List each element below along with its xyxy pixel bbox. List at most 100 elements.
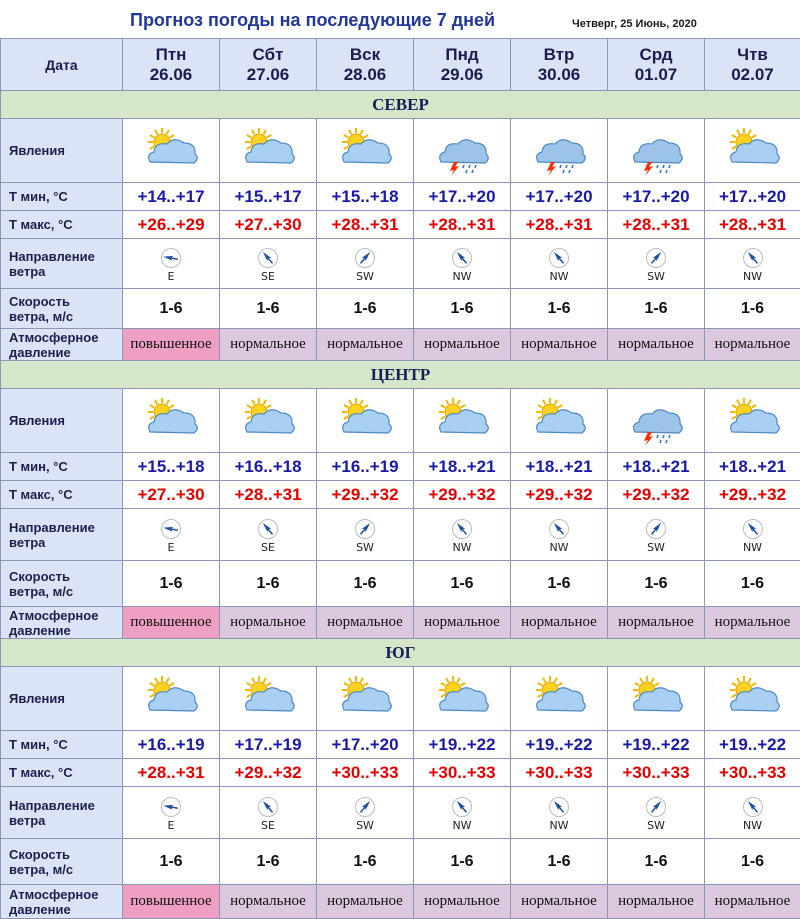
pressure-value: нормальное <box>511 607 608 639</box>
pressure-value: нормальное <box>220 607 317 639</box>
weather-icon-cell <box>608 389 705 453</box>
pressure-value: нормальное <box>608 885 705 919</box>
partly-cloudy-icon <box>625 674 687 724</box>
wind-direction-cell: E <box>123 787 220 839</box>
wind-arrow-icon <box>160 518 182 540</box>
wind-direction-text: SW <box>317 541 413 554</box>
wind-speed-value: 1-6 <box>123 561 220 607</box>
wind-direction-cell: NW <box>511 509 608 561</box>
wind-direction-cell: NW <box>414 239 511 289</box>
partly-cloudy-icon <box>140 126 202 176</box>
tmax-value: +28..+31 <box>317 211 414 239</box>
region-name: ЮГ <box>1 639 800 667</box>
tmin-row: Т мин, °С+14..+17+15..+17+15..+18+17..+2… <box>1 183 800 211</box>
tmin-value: +17..+20 <box>608 183 705 211</box>
tmin-value: +14..+17 <box>123 183 220 211</box>
partly-cloudy-icon <box>140 674 202 724</box>
row-label-text: Явления <box>9 143 122 158</box>
tmax-label: Т макс, °С <box>1 759 123 787</box>
partly-cloudy-icon <box>334 396 396 446</box>
tmax-label: Т макс, °С <box>1 481 123 509</box>
wind-direction-cell: NW <box>511 239 608 289</box>
row-label-text: Направление <box>9 798 122 813</box>
pressure-value: нормальное <box>608 607 705 639</box>
wind-direction-text: NW <box>511 819 607 832</box>
pressure-value: нормальное <box>705 329 800 361</box>
wind-arrow-icon <box>742 518 764 540</box>
tmin-value: +17..+20 <box>705 183 800 211</box>
pressure-value: нормальное <box>317 329 414 361</box>
wind-arrow-icon <box>160 247 182 269</box>
tmin-value: +16..+19 <box>123 731 220 759</box>
partly-cloudy-icon <box>722 396 784 446</box>
weather-icon-cell <box>511 667 608 731</box>
tmin-value: +17..+20 <box>317 731 414 759</box>
wind-speed-value: 1-6 <box>511 839 608 885</box>
day-date: 01.07 <box>608 65 704 85</box>
phenomena-label: Явления <box>1 389 123 453</box>
tmax-value: +30..+33 <box>317 759 414 787</box>
wind-direction-cell: SW <box>608 509 705 561</box>
wind-direction-text: NW <box>511 270 607 283</box>
partly-cloudy-icon <box>431 396 493 446</box>
weather-icon-cell <box>608 119 705 183</box>
pressure-value: нормальное <box>511 885 608 919</box>
partly-cloudy-icon <box>237 674 299 724</box>
wind-speed-value: 1-6 <box>220 289 317 329</box>
pressure-value: нормальное <box>220 329 317 361</box>
partly-cloudy-icon <box>528 396 590 446</box>
partly-cloudy-icon <box>431 674 493 724</box>
tmax-value: +29..+32 <box>220 759 317 787</box>
wind-speed-value: 1-6 <box>220 561 317 607</box>
wind-direction-text: NW <box>511 541 607 554</box>
weather-icon-cell <box>123 119 220 183</box>
pressure-value: нормальное <box>511 329 608 361</box>
wind-speed-value: 1-6 <box>414 839 511 885</box>
day-date: 02.07 <box>705 65 800 85</box>
partly-cloudy-icon <box>140 396 202 446</box>
row-label-text: Атмосферное <box>9 608 122 623</box>
thunderstorm-icon <box>625 396 687 446</box>
tmax-value: +27..+30 <box>220 211 317 239</box>
tmin-value: +17..+19 <box>220 731 317 759</box>
partly-cloudy-icon <box>237 396 299 446</box>
day-date: 27.06 <box>220 65 316 85</box>
wind-arrow-icon <box>257 518 279 540</box>
pressure-value: повышенное <box>123 329 220 361</box>
tmax-value: +30..+33 <box>705 759 800 787</box>
phenomena-label: Явления <box>1 667 123 731</box>
tmin-value: +16..+19 <box>317 453 414 481</box>
weather-icon-cell <box>705 119 800 183</box>
tmin-value: +17..+20 <box>414 183 511 211</box>
tmax-value: +29..+32 <box>414 481 511 509</box>
tmax-row: Т макс, °С+26..+29+27..+30+28..+31+28..+… <box>1 211 800 239</box>
wind-direction-cell: SW <box>317 787 414 839</box>
wind-direction-cell: SW <box>317 509 414 561</box>
current-date: Четверг, 25 Июнь, 2020 <box>572 18 697 30</box>
tmax-value: +29..+32 <box>511 481 608 509</box>
tmax-value: +26..+29 <box>123 211 220 239</box>
weather-icon-cell <box>414 389 511 453</box>
wind-arrow-icon <box>451 796 473 818</box>
tmin-value: +19..+22 <box>608 731 705 759</box>
wind-direction-cell: NW <box>414 787 511 839</box>
day-name: Чтв <box>705 45 800 65</box>
tmin-value: +18..+21 <box>511 453 608 481</box>
tmin-label: Т мин, °С <box>1 453 123 481</box>
partly-cloudy-icon <box>334 126 396 176</box>
region-header-row: ЮГ <box>1 639 800 667</box>
weather-icon-cell <box>705 389 800 453</box>
tmax-value: +29..+32 <box>608 481 705 509</box>
tmax-value: +28..+31 <box>123 759 220 787</box>
